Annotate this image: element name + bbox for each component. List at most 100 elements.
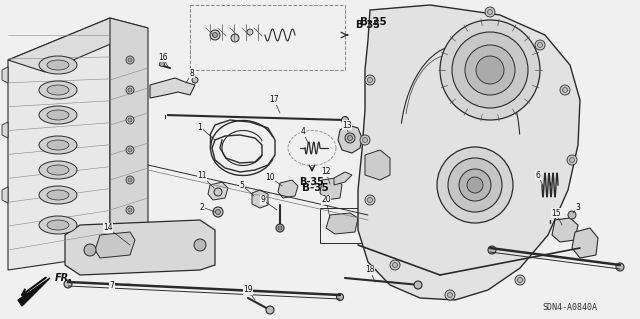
Polygon shape [326,213,358,234]
Circle shape [126,86,134,94]
Text: 13: 13 [342,121,352,130]
Ellipse shape [39,56,77,74]
Circle shape [367,78,372,83]
Polygon shape [334,172,352,185]
Text: B-35: B-35 [355,20,380,30]
Circle shape [616,263,624,271]
Circle shape [342,116,349,123]
Ellipse shape [47,190,69,200]
Circle shape [126,116,134,124]
Circle shape [437,147,513,223]
Circle shape [445,290,455,300]
Polygon shape [2,187,8,203]
Text: 20: 20 [321,196,331,204]
Circle shape [247,29,253,35]
Polygon shape [320,178,342,200]
Circle shape [515,275,525,285]
Circle shape [538,42,543,48]
Circle shape [278,226,282,230]
Circle shape [557,225,567,235]
Polygon shape [65,220,215,275]
Circle shape [126,206,134,214]
Text: 10: 10 [265,173,275,182]
Circle shape [535,40,545,50]
Circle shape [570,158,575,162]
Bar [320,208,370,243]
Text: 16: 16 [158,53,168,62]
Circle shape [459,169,491,201]
Ellipse shape [39,216,77,234]
Circle shape [231,34,239,42]
Circle shape [476,56,504,84]
Circle shape [128,148,132,152]
Polygon shape [572,228,598,258]
Polygon shape [208,182,228,200]
Polygon shape [2,67,8,83]
Ellipse shape [47,165,69,175]
Circle shape [390,260,400,270]
Circle shape [465,45,515,95]
Circle shape [126,146,134,154]
Polygon shape [252,190,268,208]
Circle shape [362,137,367,143]
Polygon shape [365,150,390,180]
Circle shape [452,32,528,108]
Circle shape [210,30,220,40]
Circle shape [192,77,198,83]
Circle shape [360,135,370,145]
Circle shape [159,62,164,66]
Circle shape [367,197,372,203]
Circle shape [266,306,274,314]
Circle shape [518,278,522,283]
Circle shape [467,177,483,193]
Circle shape [414,281,422,289]
Circle shape [337,293,344,300]
Text: SDN4-A0840A: SDN4-A0840A [543,303,598,313]
Circle shape [128,178,132,182]
Ellipse shape [39,136,77,154]
Polygon shape [18,278,50,306]
Circle shape [365,75,375,85]
Ellipse shape [47,140,69,150]
Polygon shape [552,218,578,242]
Polygon shape [2,122,8,138]
Circle shape [567,155,577,165]
Polygon shape [110,18,148,265]
Circle shape [365,195,375,205]
Circle shape [563,87,568,93]
Ellipse shape [39,186,77,204]
Ellipse shape [47,60,69,70]
Text: 12: 12 [321,167,331,176]
Polygon shape [358,5,580,300]
Bar [190,5,345,70]
Polygon shape [278,180,298,198]
Text: B-35: B-35 [301,183,328,193]
Polygon shape [338,125,362,153]
Circle shape [84,244,96,256]
Circle shape [214,188,222,196]
Ellipse shape [39,106,77,124]
Circle shape [392,263,397,268]
Circle shape [448,158,502,212]
Ellipse shape [39,161,77,179]
Text: 7: 7 [109,280,115,290]
Circle shape [128,118,132,122]
Circle shape [216,210,221,214]
Text: 14: 14 [103,224,113,233]
Polygon shape [95,232,135,258]
Circle shape [128,208,132,212]
Circle shape [348,136,353,140]
Circle shape [560,85,570,95]
Circle shape [485,7,495,17]
Text: 11: 11 [197,172,207,181]
Text: FR.: FR. [55,273,73,283]
Circle shape [126,56,134,64]
Polygon shape [8,18,148,72]
Text: 4: 4 [301,128,305,137]
Circle shape [194,239,206,251]
Ellipse shape [39,81,77,99]
Circle shape [345,133,355,143]
Text: B-35: B-35 [300,177,324,187]
Polygon shape [8,18,110,270]
Ellipse shape [47,85,69,95]
